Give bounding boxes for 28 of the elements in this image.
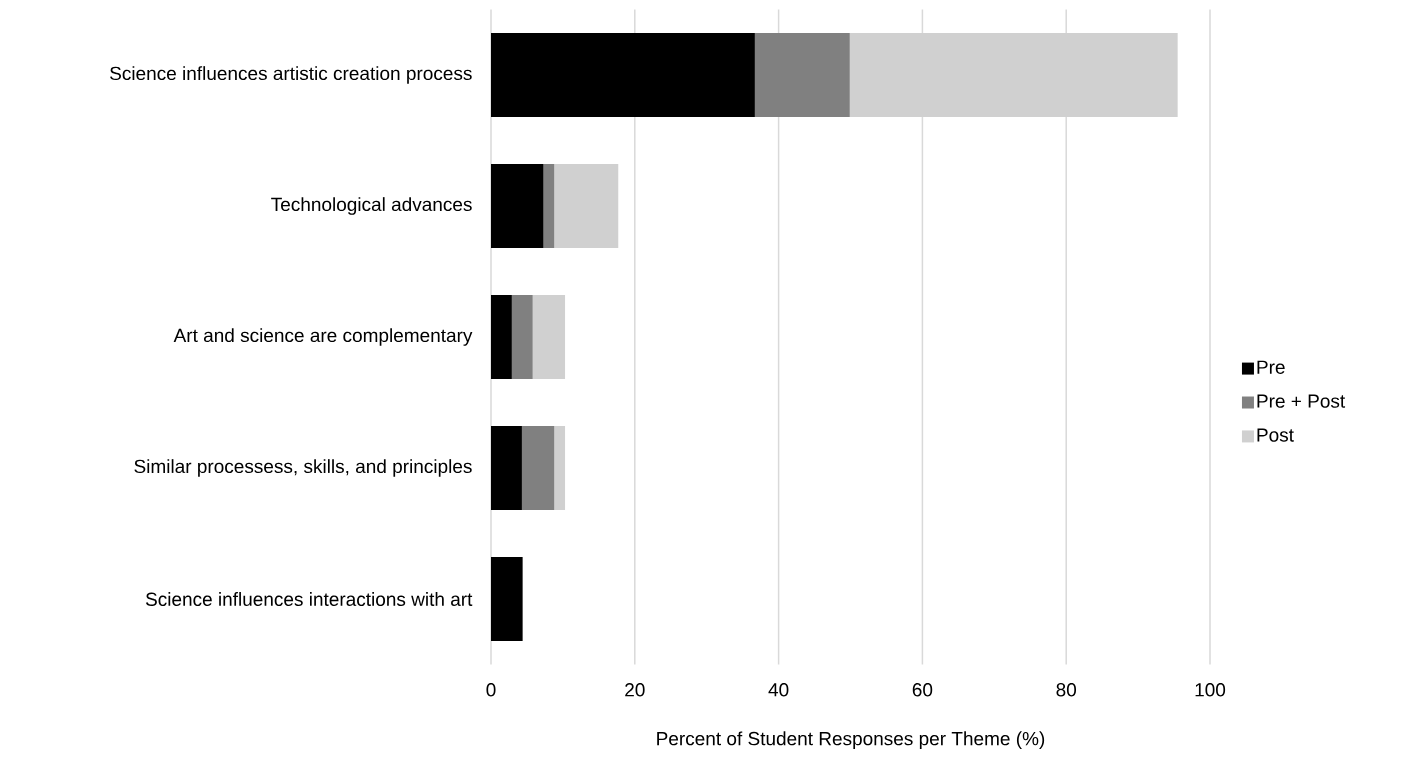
bar	[491, 426, 522, 511]
x-axis-title: Percent of Student Responses per Theme (%)	[657, 731, 1045, 750]
y-tick-label: Similar processess, skills, and principles	[134, 459, 472, 477]
y-tick-label: Technological advances	[271, 197, 472, 215]
bar	[491, 295, 512, 380]
bar	[554, 426, 566, 511]
bar	[754, 33, 850, 118]
legend-label: Pre + Post	[1257, 394, 1346, 408]
y-tick-label: Science influences interactions with art	[145, 592, 473, 606]
x-tick-label: 20	[625, 683, 645, 697]
y-tick-label: Science influences artistic creation process	[110, 66, 472, 84]
x-tick-label: 40	[768, 683, 789, 697]
legend-label: Pre	[1257, 360, 1285, 374]
bar	[554, 164, 619, 249]
y-tick-label: Art and science are complementary	[173, 328, 473, 346]
bar	[511, 295, 533, 380]
x-tick-label: 0	[486, 683, 496, 697]
bar	[532, 295, 566, 380]
bar	[491, 164, 544, 249]
bar	[491, 557, 523, 642]
bar	[849, 33, 1178, 118]
x-tick-label: 60	[912, 683, 933, 697]
bar	[521, 426, 555, 511]
bar	[491, 33, 755, 118]
bar	[543, 164, 555, 249]
x-tick-label: 80	[1056, 683, 1077, 697]
x-tick-label: 100	[1195, 683, 1226, 697]
legend-label: Post	[1257, 428, 1294, 442]
